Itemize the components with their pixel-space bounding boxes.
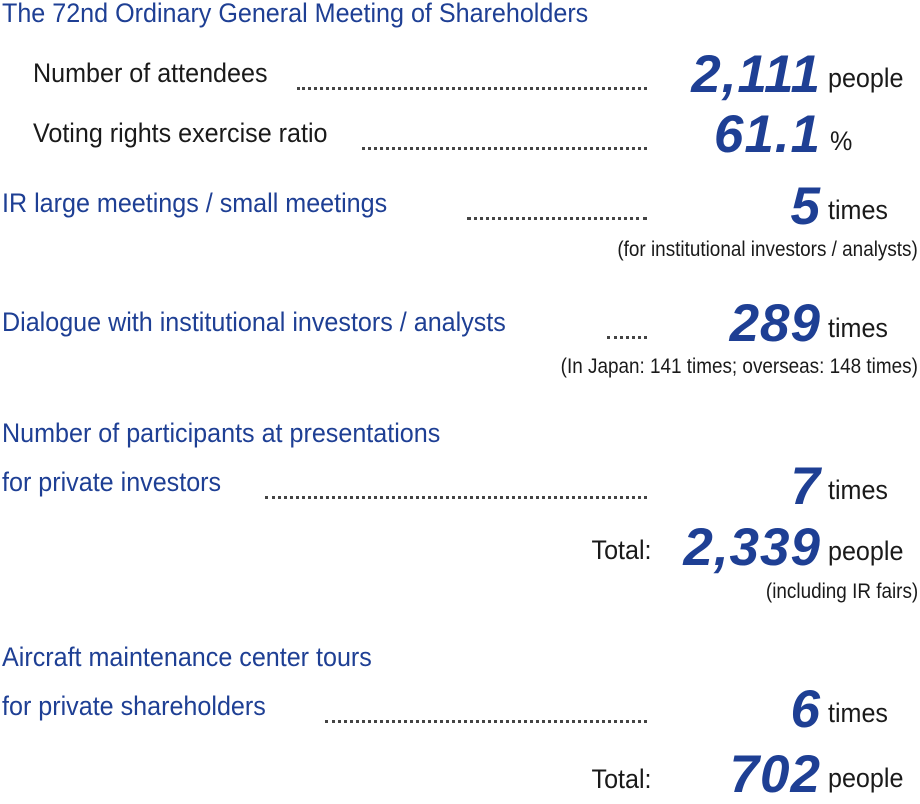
voting-unit: %: [830, 126, 853, 156]
dialogue-label: Dialogue with institutional investors / …: [2, 307, 506, 337]
presentations-label-line2: for private investors: [2, 467, 222, 497]
ir-meetings-note: (for institutional investors / analysts): [617, 238, 918, 261]
tours-total-unit: people: [828, 763, 904, 793]
dialogue-value: 289: [729, 294, 821, 353]
ir-meetings-value: 5: [790, 177, 821, 236]
presentations-total-unit: people: [828, 536, 904, 566]
leader-dots: [325, 720, 647, 723]
leader-dots: [467, 217, 647, 220]
tours-total-value: 702: [729, 745, 821, 804]
tours-label-line2: for private shareholders: [2, 691, 266, 721]
presentations-total-value: 2,339: [683, 518, 821, 577]
leader-dots: [607, 336, 647, 339]
leader-dots: [297, 87, 647, 90]
tours-label-line1: Aircraft maintenance center tours: [2, 642, 372, 672]
presentations-total-label: Total:: [591, 535, 652, 565]
presentations-note: (including IR fairs): [765, 580, 918, 603]
presentations-value: 7: [790, 457, 821, 516]
agm-title: The 72nd Ordinary General Meeting of Sha…: [2, 0, 589, 28]
attendees-value: 2,111: [691, 45, 821, 104]
voting-label: Voting rights exercise ratio: [33, 118, 328, 148]
leader-dots: [265, 496, 647, 499]
ir-meetings-unit: times: [828, 195, 888, 225]
presentations-unit: times: [828, 475, 888, 505]
leader-dots: [362, 147, 647, 150]
voting-value: 61.1: [713, 105, 821, 164]
tours-value: 6: [790, 680, 821, 739]
tours-unit: times: [828, 698, 888, 728]
attendees-label: Number of attendees: [33, 58, 268, 88]
presentations-label-line1: Number of participants at presentations: [2, 418, 441, 448]
dialogue-unit: times: [828, 313, 888, 343]
ir-meetings-label: IR large meetings / small meetings: [2, 188, 388, 218]
dialogue-note: (In Japan: 141 times; overseas: 148 time…: [560, 355, 918, 378]
attendees-unit: people: [828, 63, 904, 93]
tours-total-label: Total:: [591, 764, 652, 794]
